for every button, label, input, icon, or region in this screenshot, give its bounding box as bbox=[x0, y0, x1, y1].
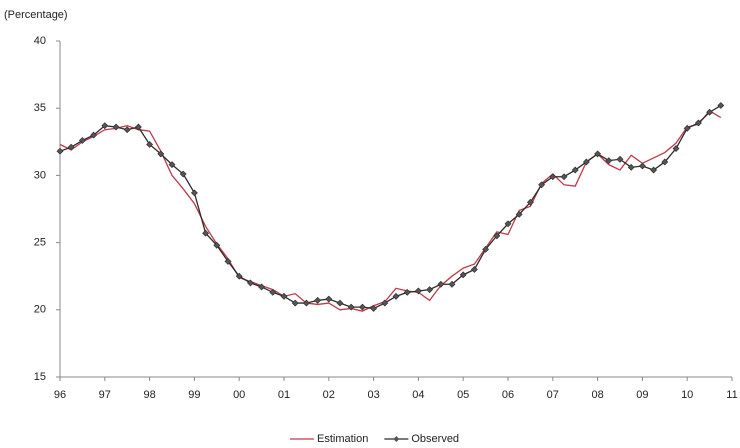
point-marker bbox=[459, 271, 467, 279]
point-marker bbox=[650, 166, 658, 174]
point-marker bbox=[538, 181, 546, 189]
point-marker bbox=[347, 303, 355, 311]
point-marker bbox=[90, 131, 98, 139]
point-marker bbox=[426, 286, 434, 294]
point-marker bbox=[246, 279, 254, 287]
point-marker bbox=[146, 141, 154, 148]
x-tick-label: 09 bbox=[636, 389, 648, 401]
point-marker bbox=[381, 299, 389, 307]
point-marker bbox=[291, 299, 299, 307]
point-marker bbox=[448, 280, 456, 288]
point-marker bbox=[358, 303, 366, 311]
point-marker bbox=[258, 283, 266, 291]
point-marker bbox=[269, 288, 277, 296]
point-marker bbox=[123, 126, 131, 134]
point-marker bbox=[515, 210, 523, 218]
y-tick-label: 30 bbox=[34, 169, 46, 181]
point-marker bbox=[414, 287, 422, 295]
point-marker bbox=[560, 173, 568, 181]
point-marker bbox=[280, 292, 288, 300]
point-marker bbox=[168, 161, 176, 169]
point-marker bbox=[302, 299, 310, 307]
point-marker bbox=[101, 122, 109, 130]
point-marker bbox=[605, 157, 613, 165]
point-marker bbox=[437, 280, 445, 288]
x-tick-label: 96 bbox=[54, 389, 66, 401]
point-marker bbox=[157, 150, 165, 158]
point-marker bbox=[470, 266, 478, 273]
point-marker bbox=[224, 257, 232, 265]
y-tick-label: 20 bbox=[34, 304, 46, 316]
point-marker bbox=[694, 119, 702, 127]
point-marker bbox=[549, 173, 557, 181]
x-tick-label: 01 bbox=[278, 389, 290, 401]
point-marker bbox=[661, 158, 669, 166]
point-marker bbox=[717, 102, 725, 109]
x-tick-label: 99 bbox=[188, 389, 200, 401]
series-line bbox=[59, 110, 722, 312]
point-marker bbox=[672, 145, 680, 152]
point-marker bbox=[78, 137, 86, 144]
point-marker bbox=[482, 245, 490, 253]
point-marker bbox=[202, 229, 210, 237]
point-marker bbox=[403, 288, 411, 296]
point-marker bbox=[112, 123, 120, 131]
x-tick-label: 04 bbox=[412, 389, 424, 401]
point-marker bbox=[325, 295, 333, 303]
point-marker bbox=[526, 198, 534, 206]
y-tick-label: 15 bbox=[34, 371, 46, 383]
x-tick-label: 03 bbox=[367, 389, 379, 401]
point-marker bbox=[213, 241, 221, 249]
x-tick-label: 10 bbox=[681, 389, 693, 401]
point-marker bbox=[179, 170, 187, 178]
legend-marker bbox=[393, 436, 400, 442]
x-tick-label: 06 bbox=[502, 389, 514, 401]
point-marker bbox=[493, 232, 501, 240]
point-marker bbox=[56, 147, 64, 155]
point-marker bbox=[582, 158, 590, 166]
point-marker bbox=[134, 123, 142, 131]
y-tick-label: 25 bbox=[34, 237, 46, 249]
point-marker bbox=[336, 299, 344, 307]
x-tick-label: 07 bbox=[547, 389, 559, 401]
point-marker bbox=[314, 296, 322, 304]
x-tick-label: 02 bbox=[323, 389, 335, 401]
point-marker bbox=[190, 189, 198, 197]
point-marker bbox=[235, 272, 243, 280]
y-tick-label: 40 bbox=[34, 35, 46, 47]
x-tick-label: 08 bbox=[591, 389, 603, 401]
x-tick-label: 00 bbox=[233, 389, 245, 401]
point-marker bbox=[683, 124, 691, 132]
y-axis-label: (Percentage) bbox=[4, 9, 68, 21]
point-marker bbox=[706, 108, 714, 116]
point-marker bbox=[504, 220, 512, 228]
legend-label: Observed bbox=[411, 433, 459, 445]
point-marker bbox=[370, 305, 378, 312]
point-marker bbox=[638, 162, 646, 170]
y-tick-label: 35 bbox=[34, 102, 46, 114]
point-marker bbox=[392, 292, 400, 300]
x-tick-label: 11 bbox=[726, 389, 737, 401]
point-marker bbox=[616, 155, 624, 163]
x-tick-label: 05 bbox=[457, 389, 469, 401]
x-tick-label: 97 bbox=[99, 389, 111, 401]
point-marker bbox=[627, 163, 635, 171]
point-marker bbox=[571, 166, 579, 174]
series-line bbox=[59, 104, 722, 310]
point-marker bbox=[594, 150, 602, 158]
point-marker bbox=[67, 143, 75, 151]
legend-label: Estimation bbox=[317, 433, 368, 445]
x-tick-label: 98 bbox=[143, 389, 155, 401]
